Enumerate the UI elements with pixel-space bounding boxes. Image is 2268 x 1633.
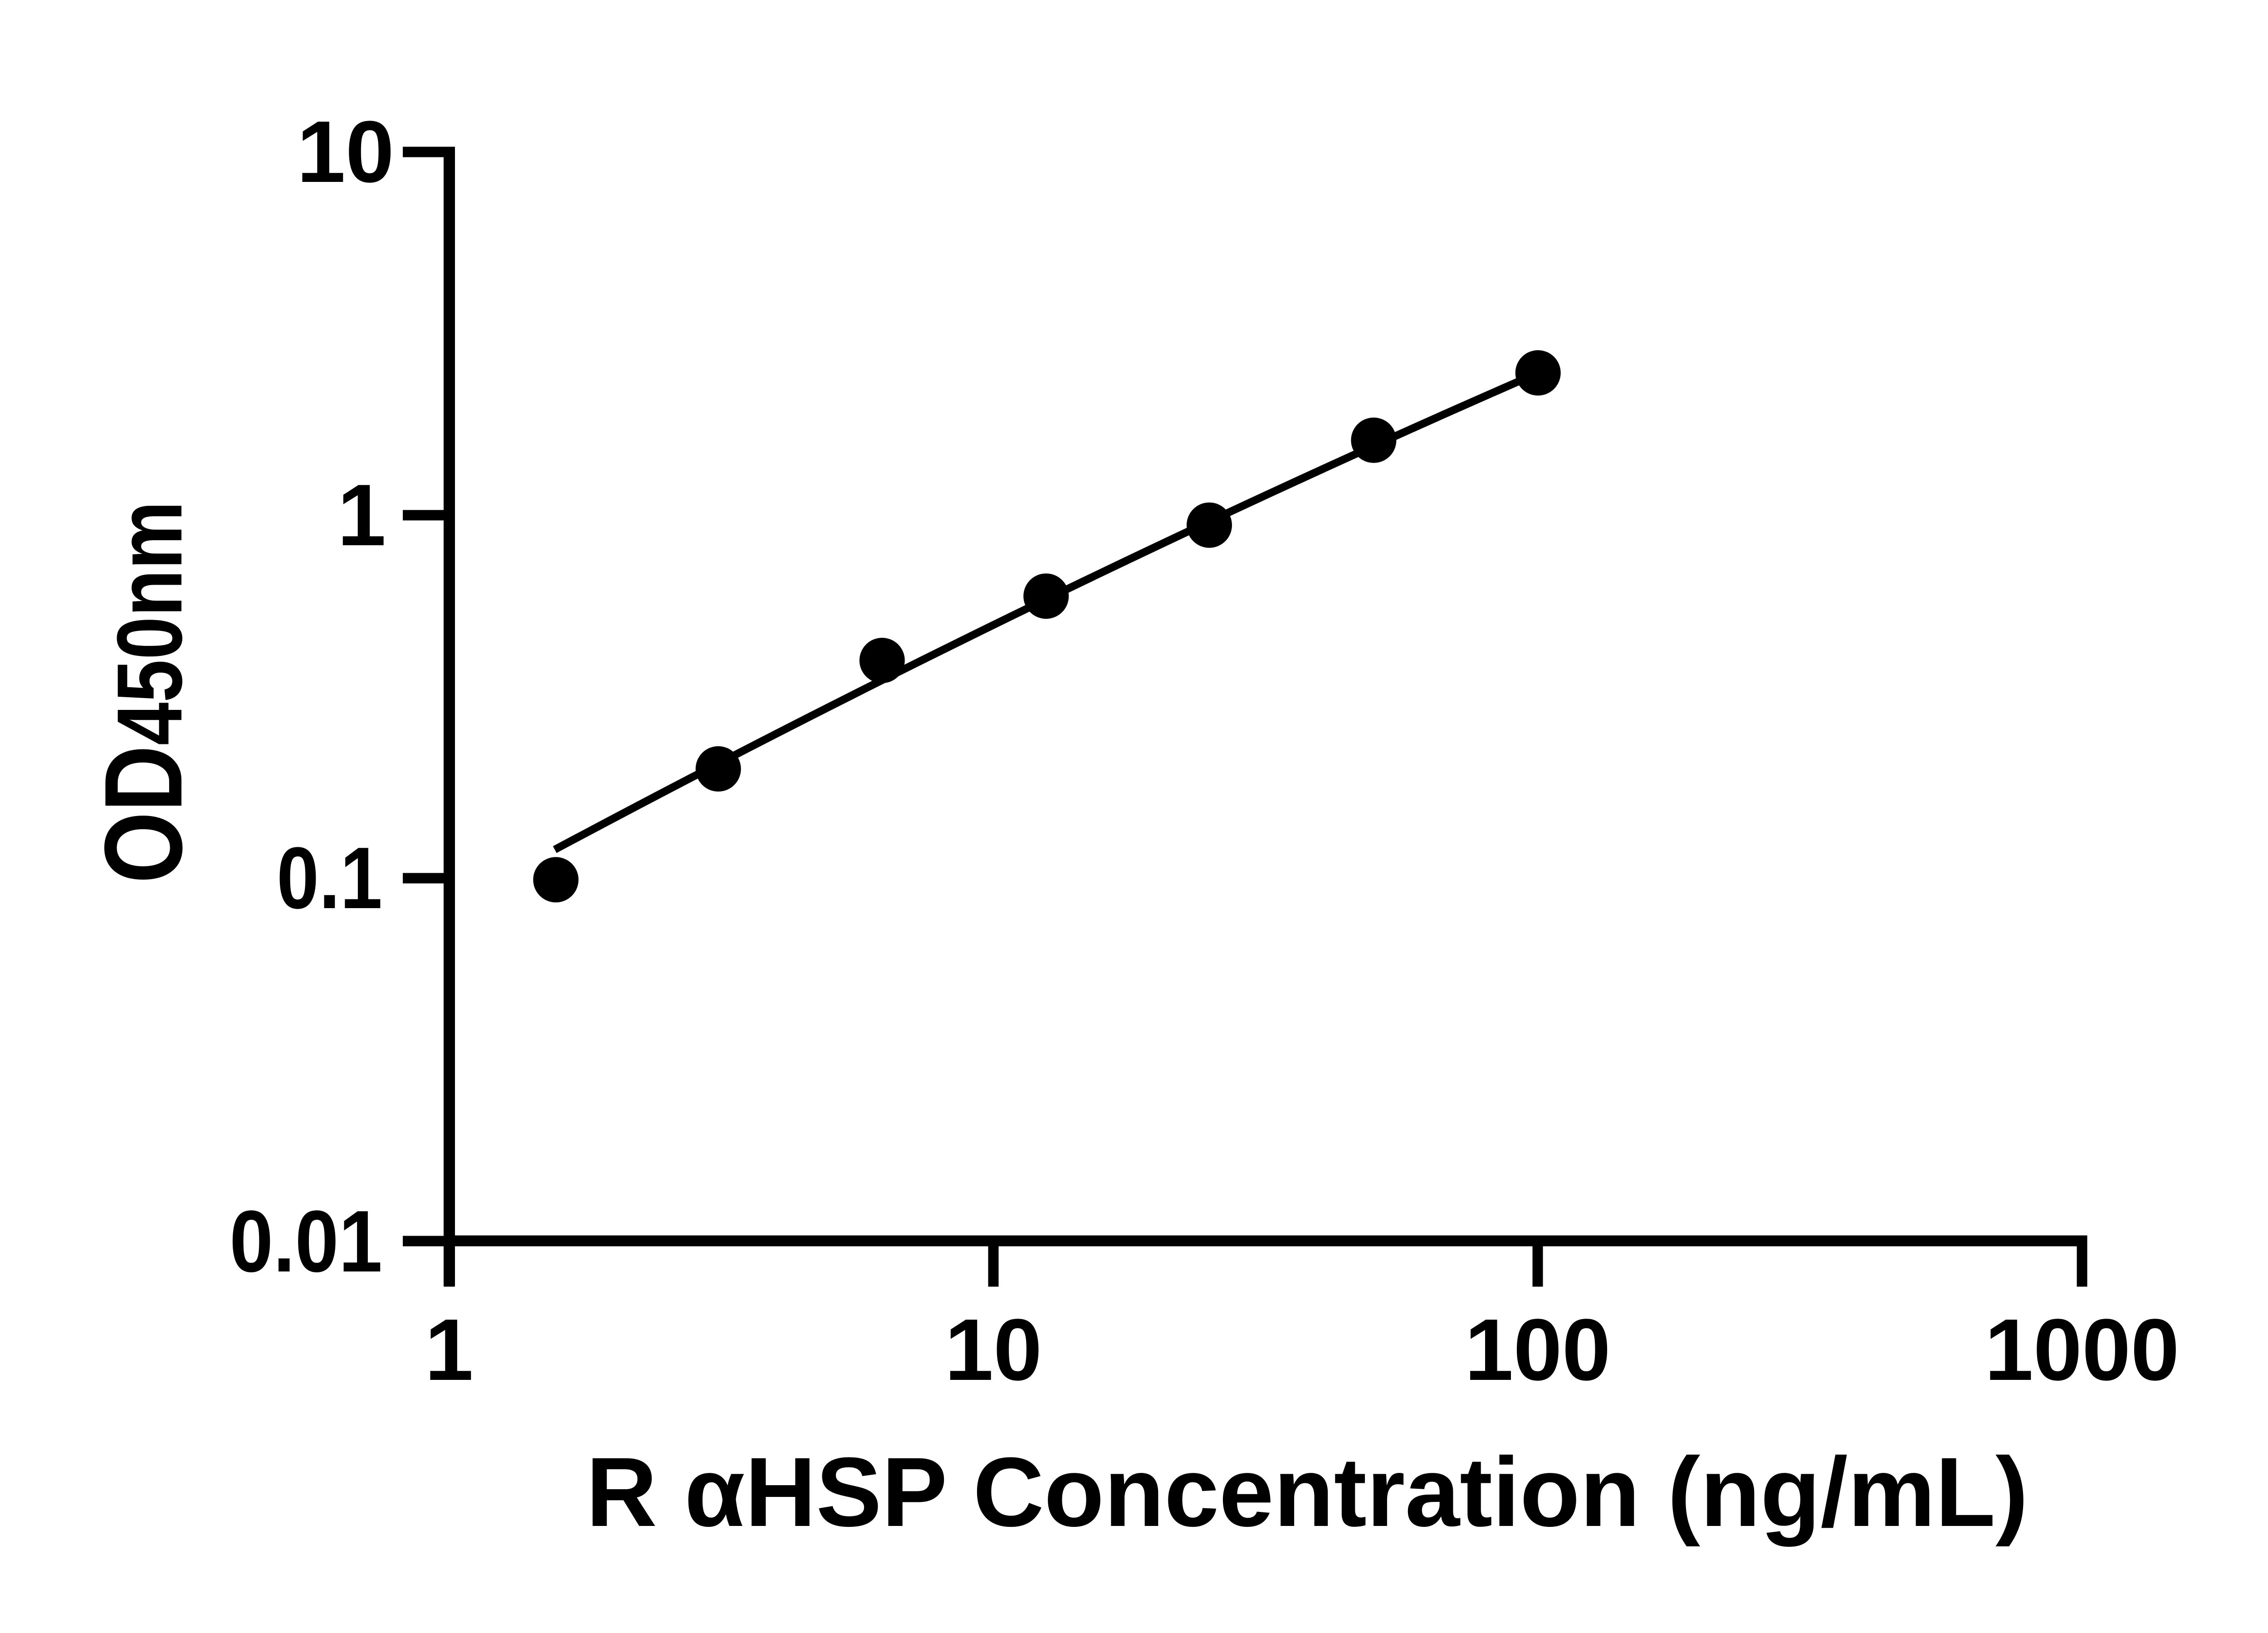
svg-text:1000: 1000 xyxy=(1984,1301,2179,1398)
svg-text:R αHSP Concentration (ng/mL): R αHSP Concentration (ng/mL) xyxy=(586,1437,2028,1547)
svg-text:OD450nm: OD450nm xyxy=(81,501,205,883)
svg-text:1: 1 xyxy=(337,466,386,564)
svg-text:0.01: 0.01 xyxy=(230,1192,382,1290)
svg-text:1: 1 xyxy=(425,1301,473,1398)
svg-text:10: 10 xyxy=(297,103,394,200)
svg-text:10: 10 xyxy=(945,1301,1042,1398)
svg-text:100: 100 xyxy=(1465,1301,1611,1398)
svg-text:0.1: 0.1 xyxy=(277,829,382,927)
